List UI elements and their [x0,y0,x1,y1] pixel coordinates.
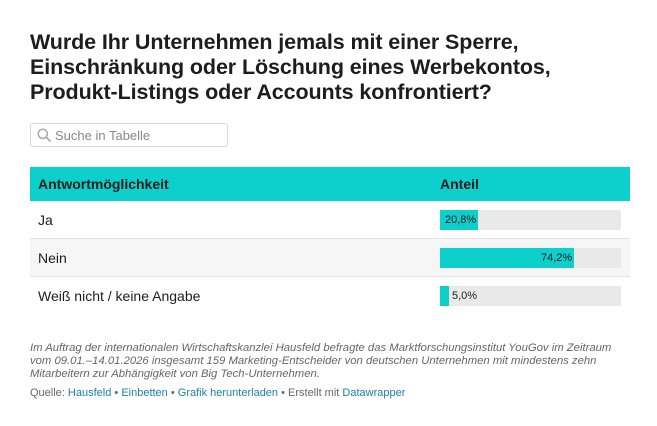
table-header-row: Antwortmöglichkeit Anteil [30,167,630,201]
footer-created-with: • Erstellt mit [278,387,343,399]
search-input[interactable] [55,124,223,146]
footer-separator: • [167,387,178,399]
column-header-answer[interactable]: Antwortmöglichkeit [30,167,432,201]
embed-link[interactable]: Einbetten [121,387,168,399]
source-link[interactable]: Hausfeld [67,387,112,399]
table-row: Weiß nicht / keine Angabe 5,0% [30,277,630,315]
row-bar-cell: 20,8% [432,201,630,239]
chart-container: Wurde Ihr Unternehmen jemals mit einer S… [30,30,630,399]
footer-separator: • [111,387,122,399]
row-bar-cell: 5,0% [432,277,630,315]
bar-value-label: 5,0% [452,289,478,302]
bar-value-label: 20,8% [445,213,477,226]
chart-title: Wurde Ihr Unternehmen jemals mit einer S… [30,30,551,104]
bar-ja [440,209,478,230]
source-prefix: Quelle: [30,387,68,399]
bar-track: 5,0% [440,285,621,306]
data-table: Antwortmöglichkeit Anteil Ja 20,8% Nein [30,167,630,314]
download-link[interactable]: Grafik herunterladen [177,387,279,399]
chart-footer: Quelle: Hausfeld • Einbetten • Grafik he… [30,387,630,399]
bar-weiss-nicht [440,285,449,306]
search-icon [37,128,51,142]
row-label: Nein [30,238,432,277]
column-header-share[interactable]: Anteil [432,167,630,201]
row-label: Ja [30,201,432,239]
bar-track: 74,2% [440,247,621,268]
chart-notes: Im Auftrag der internationalen Wirtschaf… [30,342,612,380]
table-row: Ja 20,8% [30,201,630,239]
bar-nein [440,247,574,268]
bar-track: 20,8% [440,209,621,230]
table-search[interactable] [30,123,228,147]
bar-value-label: 74,2% [541,251,573,264]
row-bar-cell: 74,2% [432,238,630,277]
datawrapper-link[interactable]: Datawrapper [342,387,406,399]
row-label: Weiß nicht / keine Angabe [38,287,201,304]
table-row: Nein 74,2% [30,238,630,277]
